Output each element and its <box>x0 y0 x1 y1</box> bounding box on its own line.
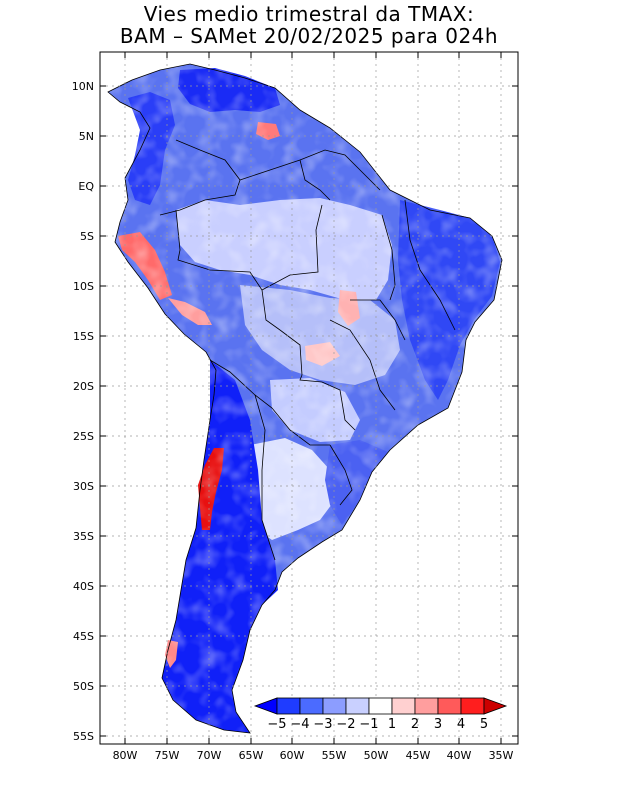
colorbar-label: 3 <box>434 717 442 732</box>
lon-label: 60W <box>280 749 305 762</box>
lon-label: 70W <box>197 749 222 762</box>
lat-label: 25S <box>73 430 94 443</box>
graticule <box>100 52 518 744</box>
colorbar-bin <box>391 697 416 715</box>
axis-ticks <box>100 52 518 744</box>
map-frame <box>99 51 519 745</box>
latitude-labels: 10N 5N EQ 5S 10S 15S 20S 25S 30S 35S 40S… <box>72 80 95 743</box>
lat-label: 30S <box>73 480 94 493</box>
lat-label: 5N <box>79 130 94 143</box>
colorbar-bin <box>460 697 485 715</box>
country-borders <box>107 63 503 734</box>
colorbar-label: −2 <box>336 717 355 732</box>
colorbar-label: −5 <box>267 717 286 732</box>
lat-label: 20S <box>73 380 94 393</box>
lat-label: 35S <box>73 530 94 543</box>
lon-label: 55W <box>322 749 347 762</box>
lat-label: 15S <box>73 330 94 343</box>
lat-label: 45S <box>73 630 94 643</box>
lon-label: 80W <box>113 749 138 762</box>
lat-label: 40S <box>73 580 94 593</box>
colorbar-bin <box>368 697 393 715</box>
lon-label: 75W <box>155 749 180 762</box>
lon-label: 65W <box>239 749 264 762</box>
lon-label: 50W <box>364 749 389 762</box>
lat-label: 55S <box>73 730 94 743</box>
lat-label: 50S <box>73 680 94 693</box>
colorbar-bin <box>322 697 347 715</box>
lat-label: 5S <box>80 230 94 243</box>
colorbar-label: −3 <box>313 717 332 732</box>
lon-label: 40W <box>447 749 472 762</box>
colorbar-label: 1 <box>388 717 396 732</box>
colorbar <box>253 697 508 715</box>
colorbar-labels: −5 −4 −3 −2 −1 1 2 3 4 5 <box>267 717 488 732</box>
longitude-labels: 80W 75W 70W 65W 60W 55W 50W 45W 40W 35W <box>113 749 514 762</box>
colorbar-label: 4 <box>457 717 465 732</box>
colorbar-label: 2 <box>411 717 419 732</box>
colorbar-label: 5 <box>480 717 488 732</box>
lat-label: 10S <box>73 280 94 293</box>
lon-label: 45W <box>406 749 431 762</box>
colorbar-bin <box>345 697 370 715</box>
map-title-line-1: Vies medio trimestral da TMAX: <box>143 2 475 26</box>
map-title-line-2: BAM – SAMet 20/02/2025 para 024h <box>119 24 499 48</box>
colorbar-label: −1 <box>359 717 378 732</box>
lon-label: 35W <box>489 749 514 762</box>
colorbar-bin <box>299 697 324 715</box>
lat-label: EQ <box>78 180 94 193</box>
colorbar-bin <box>276 697 301 715</box>
colorbar-label: −4 <box>290 717 309 732</box>
field-texture <box>108 64 502 733</box>
colorbar-bin <box>437 697 462 715</box>
colorbar-bin <box>414 697 439 715</box>
lat-label: 10N <box>72 80 94 93</box>
colorbar-arrow-right <box>483 697 508 715</box>
